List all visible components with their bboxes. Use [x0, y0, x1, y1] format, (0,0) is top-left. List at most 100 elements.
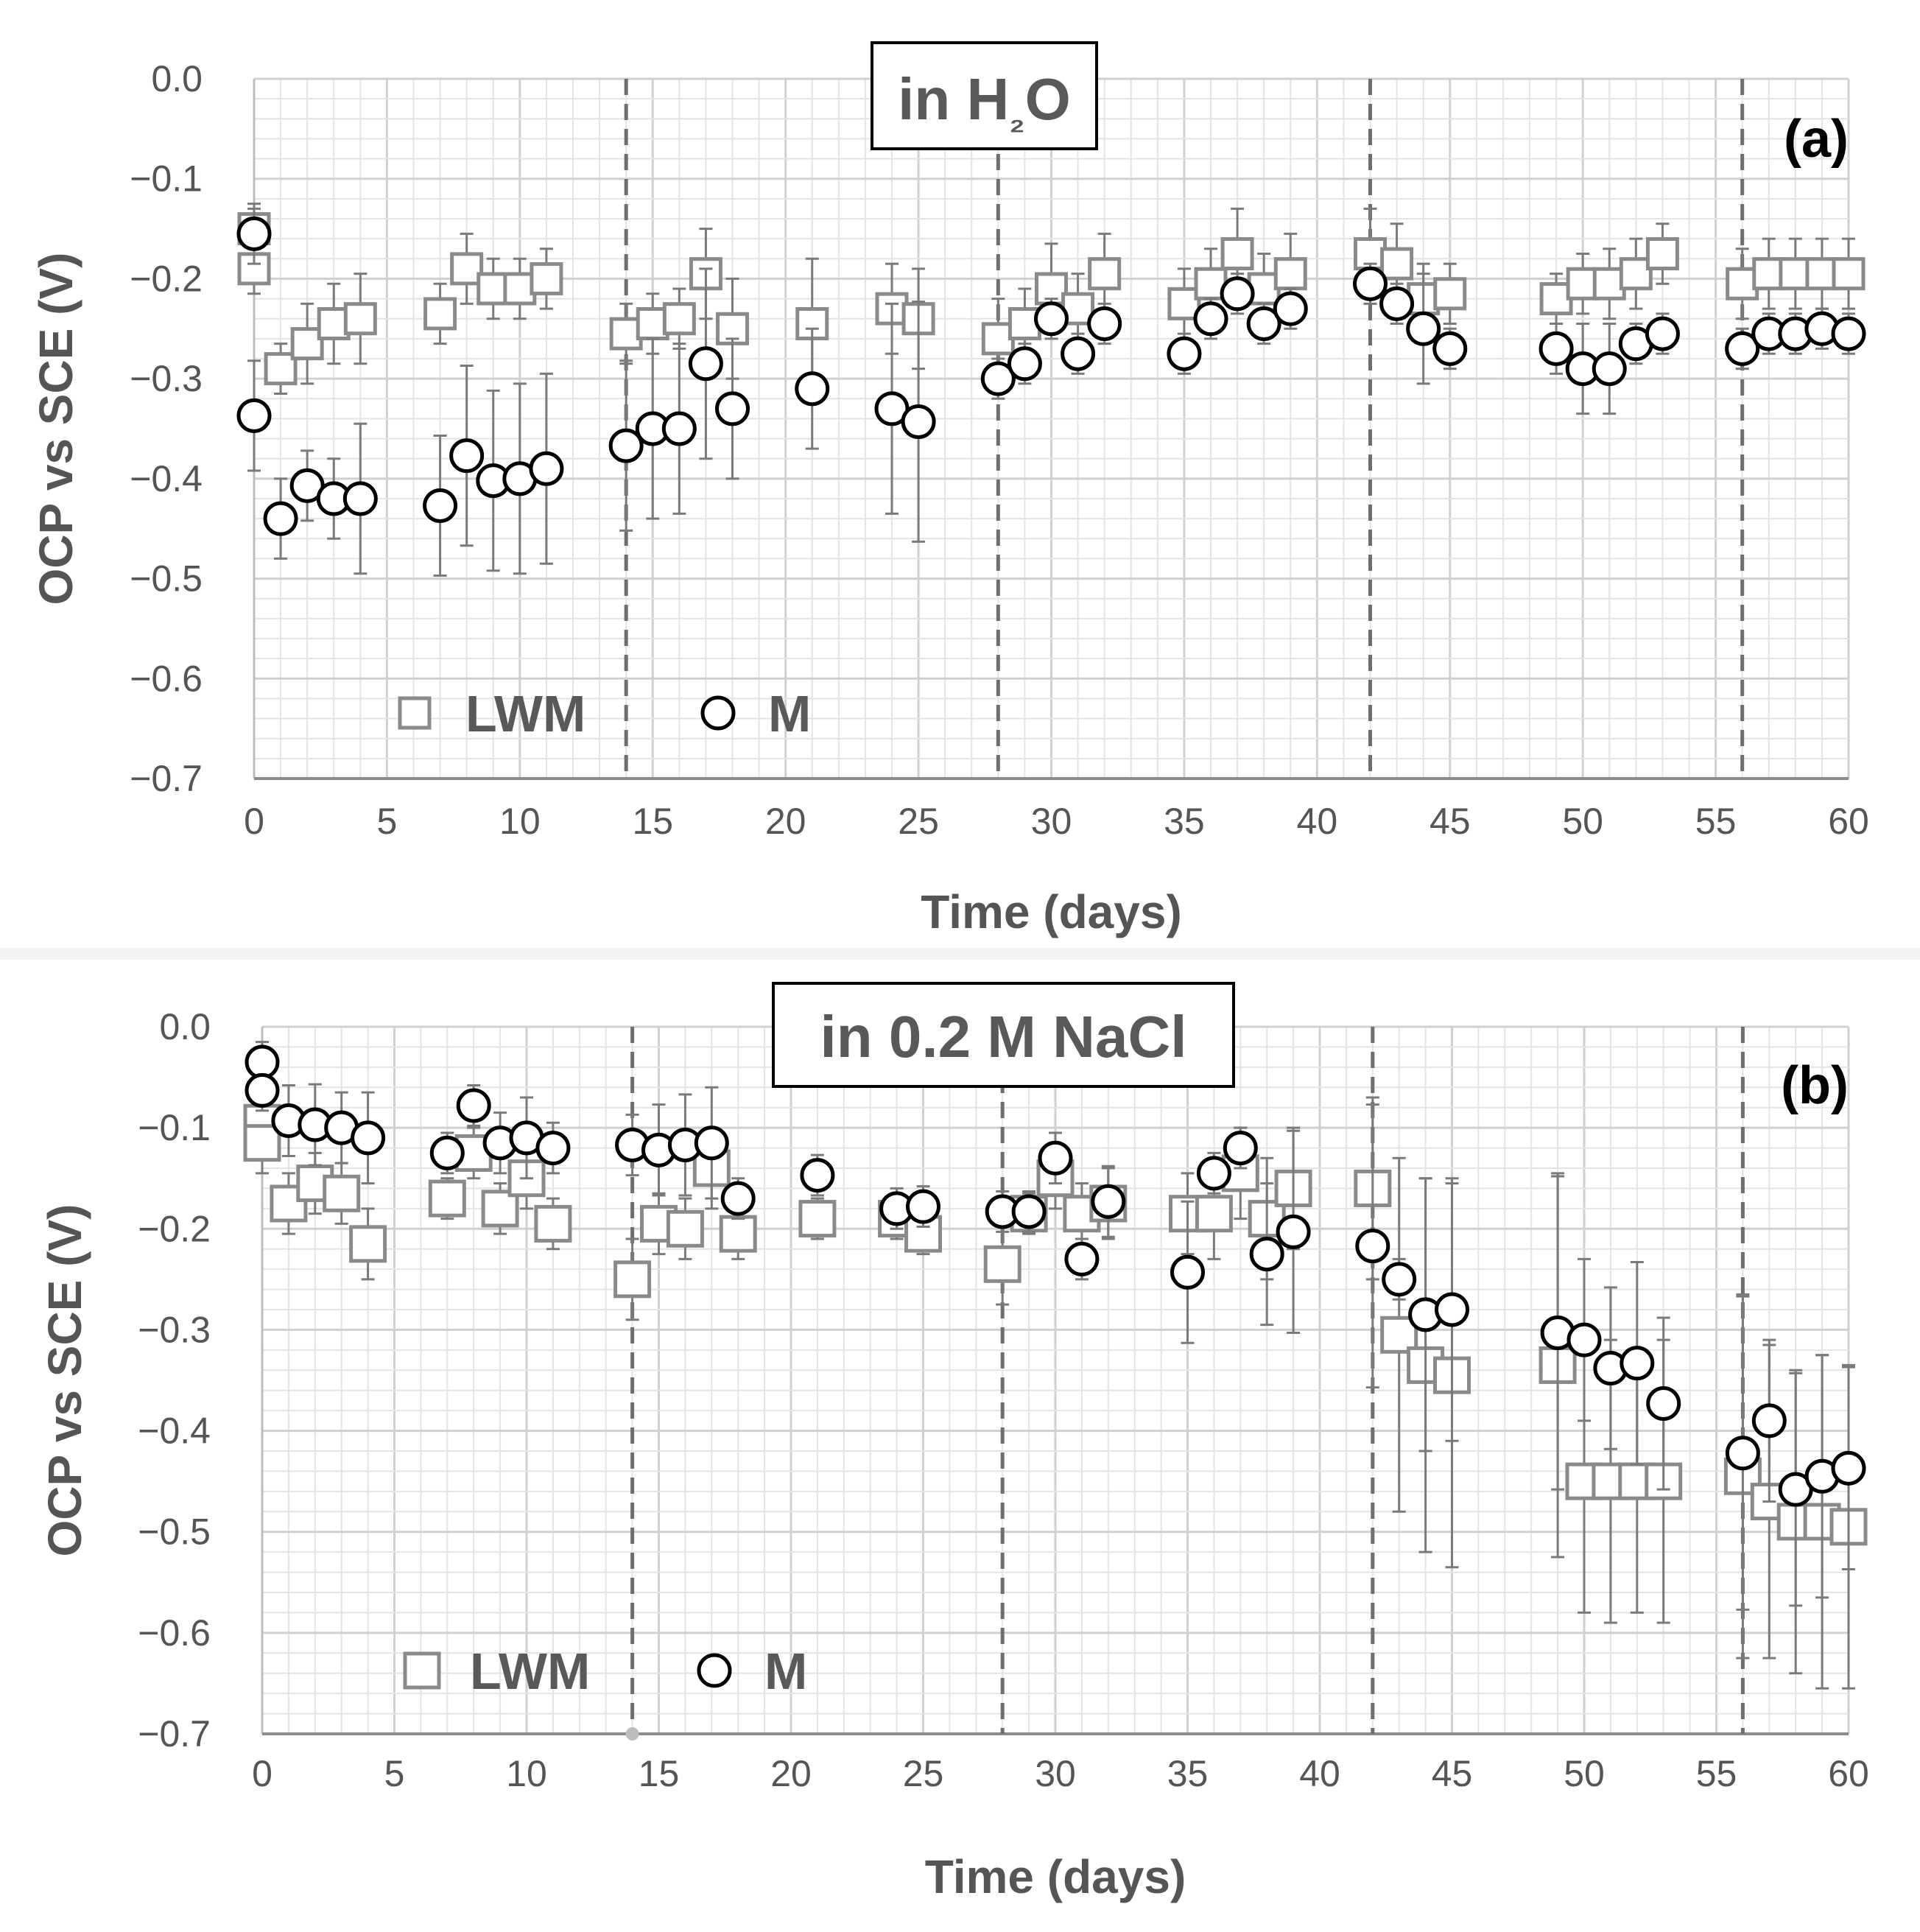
- x-tick-label: 35: [1164, 801, 1205, 842]
- data-point-circle: [351, 1120, 386, 1156]
- data-point-circle: [608, 428, 644, 463]
- x-tick-label: 45: [1430, 801, 1471, 842]
- y-tick-label: −0.1: [130, 158, 203, 200]
- data-point-square: [1619, 257, 1653, 291]
- x-tick-label: 30: [1035, 1753, 1076, 1794]
- x-tick-label: 60: [1828, 801, 1869, 842]
- panel-label: (a): [1784, 110, 1849, 169]
- data-point-circle: [529, 451, 564, 486]
- data-point-circle: [236, 216, 272, 251]
- data-point-square: [1167, 287, 1201, 320]
- y-tick-label: 0.0: [151, 58, 203, 99]
- data-point-square: [264, 352, 298, 386]
- data-point-square: [1645, 237, 1679, 270]
- data-point-circle: [1087, 306, 1122, 341]
- chart-title-part: O: [1025, 66, 1071, 132]
- x-tick-label: 15: [639, 1753, 680, 1794]
- legend-circle-marker: [700, 695, 736, 731]
- x-tick-label: 25: [903, 1753, 944, 1794]
- data-point-square: [1195, 1195, 1233, 1233]
- data-point-circle: [1167, 336, 1202, 371]
- x-tick-label: 0: [252, 1753, 272, 1794]
- data-point-circle: [800, 1158, 835, 1193]
- chart-title: in H₂O: [898, 66, 1071, 139]
- data-point-circle: [1246, 306, 1281, 341]
- data-point-circle: [1831, 316, 1866, 351]
- data-point-circle: [715, 391, 750, 426]
- chart-a-svg: 0.0 −0.1 −0.2 −0.3 −0.4 −0.5 −0.6 −0.7 0 5 10 15 20 2…: [29, 41, 1869, 938]
- data-point-circle: [423, 488, 458, 523]
- data-point-square: [530, 261, 563, 295]
- chart-title-subscript: ₂: [1009, 100, 1024, 139]
- chart-title-part: in H: [898, 66, 1009, 132]
- data-point-circle: [1193, 301, 1228, 337]
- chart-title-box: [772, 982, 1235, 1088]
- data-point-circle: [1170, 1254, 1205, 1290]
- x-tick-label: 45: [1432, 1753, 1473, 1794]
- y-tick-label: −0.2: [138, 1208, 211, 1249]
- x-tick-label: 30: [1031, 801, 1072, 842]
- chart-title: in 0.2 M NaCl: [820, 1004, 1187, 1069]
- data-point-circle: [1276, 1214, 1311, 1249]
- x-axis-title: Time (days): [925, 1850, 1186, 1903]
- y-axis-title: OCP vs SCE (V): [38, 1204, 91, 1557]
- data-point-circle: [1223, 1131, 1258, 1166]
- x-tick-label: 10: [506, 1753, 547, 1794]
- x-tick-label: 5: [377, 801, 398, 842]
- x-axis-title: Time (days): [921, 885, 1182, 938]
- data-point-circle: [901, 404, 936, 439]
- data-point-square: [450, 252, 484, 286]
- series-m: [236, 203, 1866, 577]
- legend-label-lwm: LWM: [465, 685, 586, 742]
- data-point-square: [323, 1174, 361, 1212]
- legend-label-lwm: LWM: [470, 1643, 590, 1700]
- data-point-circle: [429, 1135, 465, 1170]
- data-point-square: [609, 317, 643, 351]
- data-point-square: [798, 1200, 837, 1238]
- data-point-circle: [449, 438, 485, 474]
- x-tick-label: 50: [1564, 1753, 1605, 1794]
- data-point-circle: [1432, 331, 1468, 366]
- y-tick-label: −0.2: [130, 258, 203, 299]
- legend-circle-marker: [697, 1653, 732, 1688]
- data-point-circle: [1566, 1322, 1602, 1357]
- data-point-circle: [1539, 331, 1574, 366]
- data-point-square: [613, 1260, 652, 1299]
- data-point-circle: [694, 1125, 729, 1161]
- x-tick-label: 20: [765, 801, 806, 842]
- y-tick-label: 0.0: [159, 1006, 211, 1047]
- data-point-circle: [1379, 286, 1415, 321]
- x-tick-label: 5: [384, 1753, 405, 1794]
- data-point-circle: [1435, 1292, 1469, 1327]
- data-point-circle: [1382, 1262, 1417, 1297]
- data-point-circle: [1406, 311, 1441, 346]
- axis-dot: [625, 1727, 639, 1740]
- data-point-square: [1592, 267, 1626, 301]
- y-tick-label: −0.6: [138, 1612, 211, 1654]
- legend-label-m: M: [764, 1643, 807, 1700]
- legend: LWM M: [403, 1643, 807, 1700]
- y-tick-label: −0.4: [130, 458, 203, 499]
- chart-panel-b: 0.0 −0.1 −0.2 −0.3 −0.4 −0.5 −0.6 −0.7 0 5 10 15 20 2…: [0, 954, 1920, 1928]
- panel-separator: [0, 948, 1920, 960]
- data-point-square: [1380, 247, 1414, 281]
- data-point-circle: [1620, 1346, 1655, 1381]
- x-tick-label: 55: [1695, 801, 1737, 842]
- data-point-square: [243, 1124, 281, 1162]
- x-tick-label: 0: [244, 801, 264, 842]
- data-point-circle: [236, 398, 272, 433]
- data-point-circle: [1091, 1184, 1126, 1219]
- data-point-circle: [1249, 1237, 1284, 1272]
- data-point-circle: [906, 1189, 940, 1224]
- data-point-square: [503, 272, 537, 306]
- data-point-circle: [342, 481, 378, 516]
- series-m: [245, 1041, 1866, 1611]
- data-point-square: [423, 297, 457, 331]
- data-point-circle: [1196, 1156, 1231, 1191]
- chart-panel-a: 0.0 −0.1 −0.2 −0.3 −0.4 −0.5 −0.6 −0.7 0 5 10 15 20 2…: [0, 0, 1920, 954]
- data-point-circle: [1038, 1140, 1073, 1176]
- data-point-circle: [1273, 291, 1308, 326]
- data-point-square: [428, 1179, 466, 1218]
- data-point-circle: [980, 361, 1016, 396]
- data-point-square: [1832, 257, 1866, 291]
